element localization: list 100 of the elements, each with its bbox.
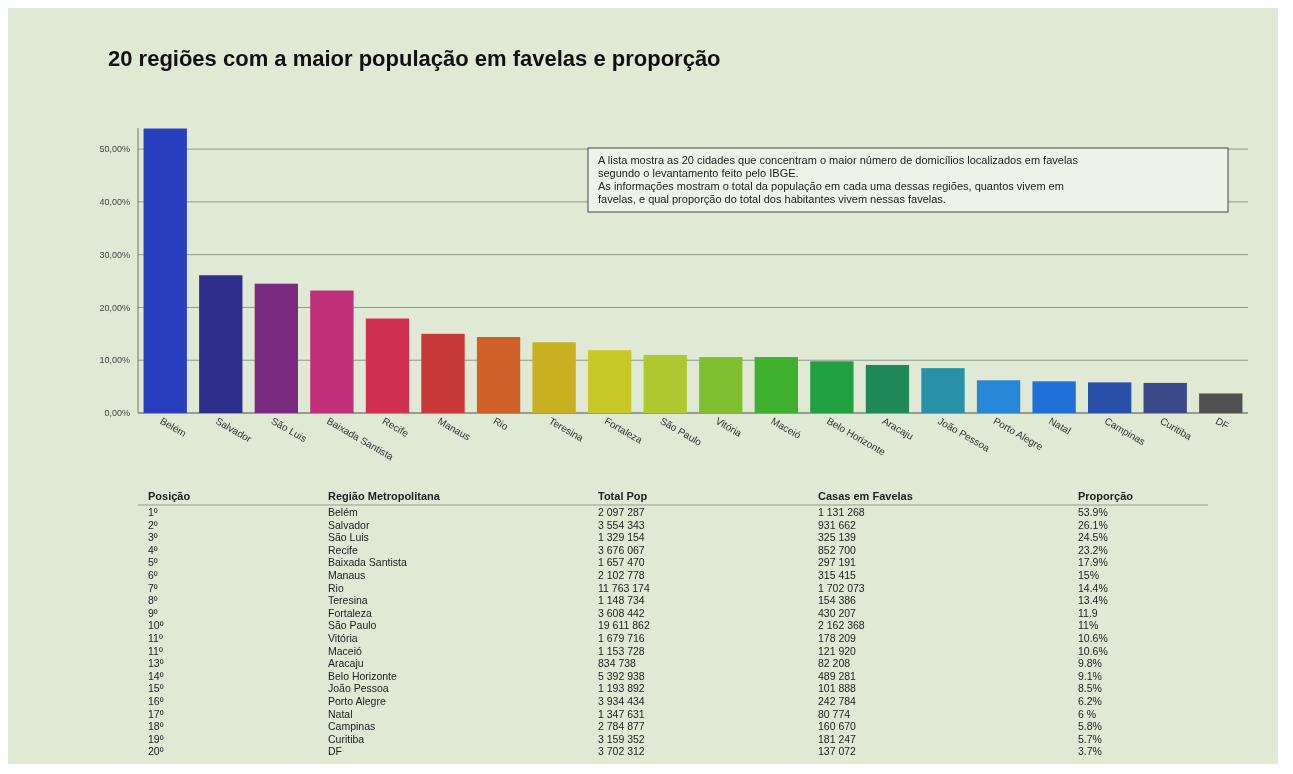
text: 17º xyxy=(148,707,164,720)
text: Curitiba xyxy=(328,732,365,745)
bar xyxy=(310,290,354,413)
text: 2 097 287 xyxy=(598,506,645,518)
text: 3 676 067 xyxy=(598,543,645,556)
bar xyxy=(1199,393,1243,413)
bar xyxy=(199,275,243,413)
text: 5 392 938 xyxy=(598,669,645,682)
text: 2 102 778 xyxy=(598,569,645,581)
text: 14º xyxy=(148,669,164,682)
text: 931 662 xyxy=(818,518,856,531)
text: Maceió xyxy=(328,644,362,657)
text: 2 162 368 xyxy=(818,619,865,632)
category-label: Proporção xyxy=(1078,490,1134,502)
text: Baixada Santista xyxy=(328,556,407,569)
text: 137 072 xyxy=(818,745,856,758)
bar xyxy=(588,350,632,413)
text: Belém xyxy=(328,506,358,518)
text: 1 329 154 xyxy=(598,531,645,544)
text: 19º xyxy=(148,732,164,745)
text: 181 247 xyxy=(818,732,856,745)
bar xyxy=(921,368,965,413)
bar xyxy=(421,333,465,413)
bar xyxy=(865,364,910,413)
bar xyxy=(532,342,576,413)
text: 15º xyxy=(148,682,164,695)
text: 18º xyxy=(148,720,164,733)
y-tick-label: 20,00% xyxy=(99,302,130,313)
text: 834 738 xyxy=(598,657,636,670)
text: 6.2% xyxy=(1078,695,1102,707)
text: 6º xyxy=(148,569,158,581)
text: 2 784 877 xyxy=(598,720,645,733)
category-label: Posição xyxy=(148,490,191,502)
bar xyxy=(1143,382,1187,413)
text: 1 131 268 xyxy=(818,506,865,518)
text: 9.1% xyxy=(1078,669,1102,682)
text: 20º xyxy=(148,745,164,758)
text: Rio xyxy=(328,581,344,594)
text: 2º xyxy=(148,518,158,531)
text: Manaus xyxy=(328,569,366,581)
text: 5.8% xyxy=(1078,720,1102,733)
text: Salvador xyxy=(328,518,370,531)
text: Aracaju xyxy=(328,657,364,670)
text: Recife xyxy=(328,543,358,556)
bar xyxy=(643,354,687,413)
text: 1º xyxy=(148,506,158,518)
text: 6 % xyxy=(1078,707,1097,720)
text: 1 193 892 xyxy=(598,682,645,695)
text: São Luis xyxy=(328,531,369,544)
text: 16º xyxy=(148,695,164,707)
y-tick-label: 50,00% xyxy=(99,144,130,155)
bar xyxy=(810,361,854,413)
text: 3 159 352 xyxy=(598,732,645,745)
text: 1 153 728 xyxy=(598,644,645,657)
text: 26.1% xyxy=(1078,518,1108,531)
text: 80 774 xyxy=(818,707,851,720)
text: 10º xyxy=(148,619,164,632)
bar xyxy=(143,128,187,413)
x-tick-label: Rio xyxy=(491,415,511,433)
text: Campinas xyxy=(328,720,376,733)
bar xyxy=(976,380,1021,413)
annotation: A lista mostra as 20 cidades que concentram o maior número de domicílios localizados em favelas segundo o levantamento feito pelo IBGE. As informações mostram o total da população em cada uma dessas regiões, quantos vivem em favelas, e qual proporção do total dos habitantes vivem nessas favelas. xyxy=(598,154,1079,205)
text: 9º xyxy=(148,606,158,619)
x-tick-label: Natal xyxy=(1047,415,1073,437)
text: 489 281 xyxy=(818,669,856,682)
text: 24.5% xyxy=(1078,531,1108,544)
text: 3 608 442 xyxy=(598,606,645,619)
bar xyxy=(699,357,743,413)
text: 82 208 xyxy=(818,657,851,670)
text: Vitória xyxy=(328,632,358,644)
text: 13º xyxy=(148,657,164,670)
text: 15% xyxy=(1078,569,1100,581)
y-tick-label: 30,00% xyxy=(99,249,130,260)
text: 8º xyxy=(148,594,158,607)
text: 430 207 xyxy=(818,606,856,619)
text: 17.9% xyxy=(1078,556,1108,569)
text: 1 679 716 xyxy=(598,632,645,644)
text: 7º xyxy=(148,581,158,594)
bar xyxy=(1032,381,1076,413)
text: 14.4% xyxy=(1078,581,1108,594)
text: Fortaleza xyxy=(328,606,372,619)
text: 101 888 xyxy=(818,682,856,695)
text: 121 920 xyxy=(818,644,856,657)
x-tick-label: DF xyxy=(1213,415,1231,432)
text: 11 763 174 xyxy=(598,581,650,594)
chart-title: 20 regiões com a maior população em favelas e proporção xyxy=(108,46,721,71)
text: 5º xyxy=(148,556,158,569)
text: 11% xyxy=(1078,619,1099,632)
text: 297 191 xyxy=(818,556,856,569)
text: 160 670 xyxy=(818,720,856,733)
text: 852 700 xyxy=(818,543,856,556)
text: 1 347 631 xyxy=(598,707,645,720)
text: 3º xyxy=(148,531,158,544)
text: 4º xyxy=(148,543,158,556)
text: 10.6% xyxy=(1078,644,1108,657)
text: 154 386 xyxy=(818,594,856,607)
bar xyxy=(754,357,798,413)
text: 9.8% xyxy=(1078,657,1102,670)
text: São Paulo xyxy=(328,619,377,632)
text: 13.4% xyxy=(1078,594,1108,607)
